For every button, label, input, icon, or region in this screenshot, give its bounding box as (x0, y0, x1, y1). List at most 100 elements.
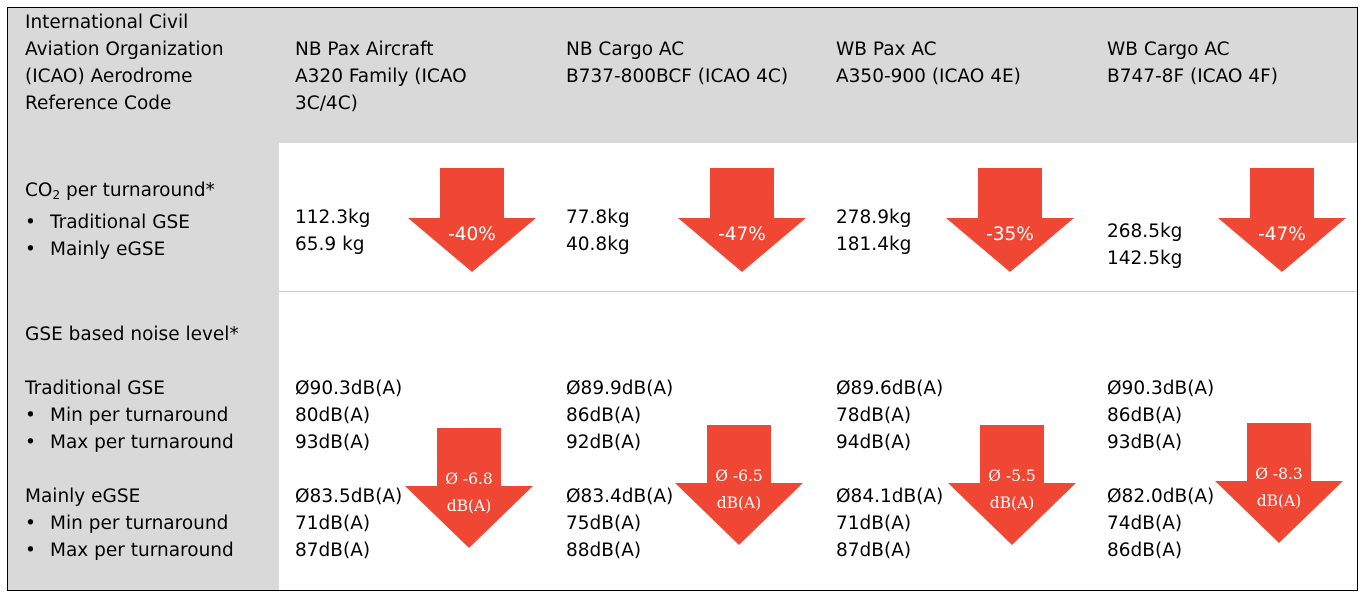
co2-reduction-label: -35% (986, 224, 1034, 245)
header-row-label-line: (ICAO) Aerodrome (25, 66, 193, 87)
noise-reduction-label: Ø -6.5 dB(A) (675, 463, 803, 517)
noise-traditional-title: Traditional GSE (25, 378, 165, 399)
noise-traditional-col2: Ø89.9dB(A) 86dB(A) 92dB(A) (566, 375, 673, 456)
noise-reduction-line: dB(A) (989, 494, 1035, 512)
noise-avg-value: Ø90.3dB(A) (295, 378, 403, 399)
column-header-wb-pax: WB Pax AC A350-900 (ICAO 4E) (836, 36, 1021, 90)
co2-egse-value: 142.5kg (1107, 248, 1183, 269)
co2-reduction-arrow-3: -35% (946, 168, 1074, 272)
header-row-label-line: Reference Code (25, 93, 172, 114)
noise-max-value: 92dB(A) (566, 432, 642, 453)
noise-min-value: 80dB(A) (295, 405, 371, 426)
co2-traditional-value: 278.9kg (836, 207, 912, 228)
noise-egse-col4: Ø82.0dB(A) 74dB(A) 86dB(A) (1107, 483, 1214, 564)
noise-bullet-max: Max per turnaround (25, 429, 234, 456)
noise-max-value: 88dB(A) (566, 540, 642, 561)
noise-reduction-arrow-3: Ø -5.5 dB(A) (948, 425, 1076, 545)
noise-max-value: 87dB(A) (295, 540, 371, 561)
column-header-line: B737-800BCF (ICAO 4C) (566, 66, 789, 87)
co2-title-sub: 2 (52, 188, 61, 202)
noise-reduction-arrow-1: Ø -6.8 dB(A) (405, 428, 533, 548)
noise-avg-value: Ø84.1dB(A) (836, 486, 944, 507)
column-header-line: A350-900 (ICAO 4E) (836, 66, 1021, 87)
noise-max-value: 87dB(A) (836, 540, 912, 561)
column-header-line: NB Cargo AC (566, 39, 685, 60)
noise-min-value: 78dB(A) (836, 405, 912, 426)
noise-reduction-label: Ø -6.8 dB(A) (405, 466, 533, 520)
column-header-line: B747-8F (ICAO 4F) (1107, 66, 1278, 87)
noise-avg-value: Ø82.0dB(A) (1107, 486, 1215, 507)
noise-reduction-line: dB(A) (1256, 492, 1302, 510)
co2-traditional-value: 112.3kg (295, 207, 371, 228)
row-divider (279, 291, 1357, 292)
column-header-line: NB Pax Aircraft (295, 39, 434, 60)
column-header-nb-pax: NB Pax Aircraft A320 Family (ICAO 3C/4C) (295, 36, 467, 117)
co2-reduction-arrow-2: -47% (678, 168, 806, 272)
co2-bullet-traditional: Traditional GSE (25, 209, 215, 236)
noise-reduction-label: Ø -5.5 dB(A) (948, 463, 1076, 517)
noise-min-value: 86dB(A) (1107, 405, 1183, 426)
co2-row-label: CO2 per turnaround* Traditional GSE Main… (25, 177, 215, 263)
noise-title: GSE based noise level* (25, 324, 239, 345)
column-header-line: WB Pax AC (836, 39, 937, 60)
co2-bullet-egse: Mainly eGSE (25, 236, 215, 263)
noise-bullet-min: Min per turnaround (25, 510, 234, 537)
column-header-line: A320 Family (ICAO (295, 66, 467, 87)
co2-egse-value: 40.8kg (566, 234, 630, 255)
co2-title-main: CO (25, 180, 53, 201)
co2-reduction-label: -40% (448, 224, 496, 245)
noise-reduction-arrow-2: Ø -6.5 dB(A) (675, 425, 803, 545)
noise-max-value: 94dB(A) (836, 432, 912, 453)
noise-egse-label: Mainly eGSE Min per turnaround Max per t… (25, 483, 234, 564)
noise-min-value: 75dB(A) (566, 513, 642, 534)
noise-reduction-line: dB(A) (446, 497, 492, 515)
noise-max-value: 93dB(A) (1107, 432, 1183, 453)
co2-egse-value: 65.9 kg (295, 234, 365, 255)
co2-values-col1: 112.3kg 65.9 kg (295, 204, 370, 258)
noise-egse-col2: Ø83.4dB(A) 75dB(A) 88dB(A) (566, 483, 673, 564)
noise-egse-title: Mainly eGSE (25, 486, 141, 507)
co2-values-col3: 278.9kg 181.4kg (836, 204, 911, 258)
header-row-label-line: Aviation Organization (25, 39, 224, 60)
noise-avg-value: Ø90.3dB(A) (1107, 378, 1215, 399)
comparison-table: International Civil Aviation Organizatio… (7, 7, 1358, 591)
co2-traditional-value: 77.8kg (566, 207, 630, 228)
co2-traditional-value: 268.5kg (1107, 221, 1183, 242)
noise-traditional-label: Traditional GSE Min per turnaround Max p… (25, 375, 234, 456)
noise-traditional-col1: Ø90.3dB(A) 80dB(A) 93dB(A) (295, 375, 402, 456)
noise-avg-value: Ø83.4dB(A) (566, 486, 674, 507)
co2-values-col4: 268.5kg 142.5kg (1107, 218, 1182, 272)
co2-egse-value: 181.4kg (836, 234, 912, 255)
column-header-wb-cargo: WB Cargo AC B747-8F (ICAO 4F) (1107, 36, 1278, 90)
noise-reduction-line: dB(A) (716, 494, 762, 512)
noise-avg-value: Ø83.5dB(A) (295, 486, 403, 507)
noise-avg-value: Ø89.6dB(A) (836, 378, 944, 399)
noise-reduction-arrow-4: Ø -8.3 dB(A) (1215, 423, 1343, 543)
header-row-label: International Civil Aviation Organizatio… (25, 9, 224, 117)
co2-reduction-label: -47% (1258, 224, 1306, 245)
column-header-line: 3C/4C) (295, 93, 358, 114)
noise-egse-col3: Ø84.1dB(A) 71dB(A) 87dB(A) (836, 483, 943, 564)
noise-min-value: 74dB(A) (1107, 513, 1183, 534)
noise-reduction-line: Ø -8.3 (1255, 465, 1303, 483)
noise-min-value: 71dB(A) (836, 513, 912, 534)
noise-max-value: 93dB(A) (295, 432, 371, 453)
noise-min-value: 86dB(A) (566, 405, 642, 426)
noise-egse-col1: Ø83.5dB(A) 71dB(A) 87dB(A) (295, 483, 402, 564)
column-header-nb-cargo: NB Cargo AC B737-800BCF (ICAO 4C) (566, 36, 788, 90)
noise-reduction-line: Ø -6.5 (715, 467, 763, 485)
co2-reduction-arrow-4: -47% (1218, 168, 1346, 272)
co2-values-col2: 77.8kg 40.8kg (566, 204, 630, 258)
noise-reduction-label: Ø -8.3 dB(A) (1215, 461, 1343, 515)
noise-traditional-col4: Ø90.3dB(A) 86dB(A) 93dB(A) (1107, 375, 1214, 456)
noise-reduction-line: Ø -6.8 (445, 470, 493, 488)
header-row-label-line: International Civil (25, 12, 189, 33)
noise-max-value: 86dB(A) (1107, 540, 1183, 561)
noise-bullet-max: Max per turnaround (25, 537, 234, 564)
co2-reduction-label: -47% (718, 224, 766, 245)
noise-traditional-col3: Ø89.6dB(A) 78dB(A) 94dB(A) (836, 375, 943, 456)
noise-min-value: 71dB(A) (295, 513, 371, 534)
noise-bullet-min: Min per turnaround (25, 402, 234, 429)
co2-title-rest: per turnaround* (60, 180, 215, 201)
column-header-line: WB Cargo AC (1107, 39, 1230, 60)
